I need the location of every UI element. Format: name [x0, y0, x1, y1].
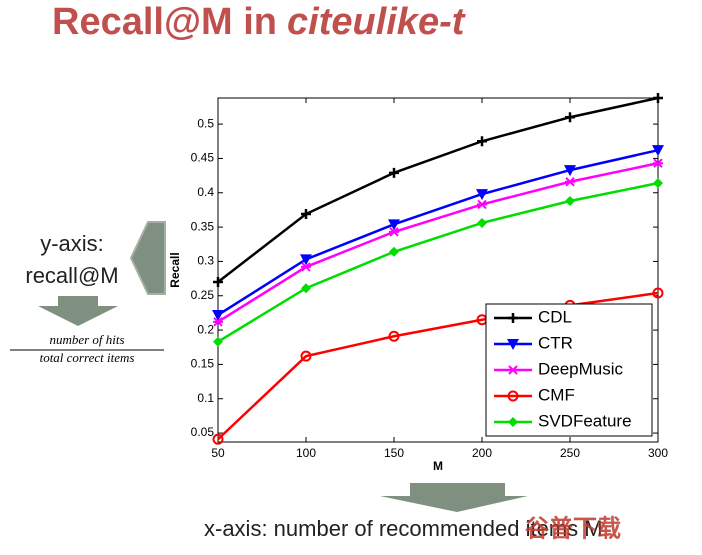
marker [389, 227, 399, 237]
y-tick-label: 0.05 [191, 425, 215, 439]
legend-label: CTR [538, 333, 573, 352]
x-tick-label: 50 [211, 446, 225, 460]
plot: 0.05 0.1 0.15 0.2 0.25 0.3 0.35 0.4 0.45 0.5 50 100… [168, 93, 668, 473]
marker [507, 390, 519, 402]
marker [653, 178, 663, 189]
legend-label: CDL [538, 307, 572, 326]
series-line [217, 181, 659, 343]
x-tick-label: 150 [384, 446, 404, 460]
x-axis-label: M [433, 459, 443, 473]
fraction-denominator: total correct items [40, 350, 135, 365]
marker [300, 350, 312, 362]
series-line [217, 96, 659, 284]
y-tick-label: 0.1 [197, 391, 214, 405]
marker [300, 254, 312, 266]
marker [389, 246, 399, 257]
marker [213, 277, 223, 288]
marker [213, 317, 223, 327]
marker [301, 262, 311, 272]
y-tick-label: 0.25 [191, 288, 215, 302]
y-tick-label: 0.35 [191, 219, 215, 233]
marker [653, 158, 663, 168]
title-text: Recall@M in [52, 1, 277, 43]
marker [212, 433, 224, 445]
marker [388, 219, 400, 231]
y-axis-note: recall@M [25, 263, 118, 288]
y-axis-note: y-axis: [40, 231, 104, 256]
marker [477, 199, 487, 210]
marker [389, 167, 399, 178]
marker [564, 165, 576, 177]
down-arrow [38, 296, 118, 326]
legend-box [485, 303, 653, 437]
series-line [217, 291, 659, 441]
marker [652, 145, 664, 157]
y-tick-label: 0.5 [197, 116, 214, 130]
y-tick-label: 0.15 [191, 357, 215, 371]
marker [388, 330, 400, 342]
left-arrow [129, 221, 166, 295]
down-arrow [380, 483, 528, 512]
y-tick-label: 0.2 [197, 322, 214, 336]
marker [477, 136, 487, 147]
marker [508, 313, 518, 323]
marker [212, 309, 224, 321]
fraction-numerator: number of hits [49, 332, 124, 347]
marker [653, 93, 663, 103]
series-line [217, 162, 659, 323]
watermark: 谷普下载 [525, 514, 621, 542]
marker [565, 195, 575, 206]
x-axis-note: x-axis: number of recommended items M [204, 516, 603, 541]
marker [477, 217, 487, 228]
x-tick-label: 300 [648, 446, 668, 460]
y-tick-label: 0.3 [197, 254, 214, 268]
marker [507, 339, 519, 350]
y-tick-label: 0.45 [191, 151, 215, 165]
series-line [217, 148, 659, 317]
legend-label: CMF [538, 385, 575, 404]
legend-label: SVDFeature [538, 411, 632, 430]
slide-title: Recall@M in citeulike-t [52, 1, 466, 43]
marker [213, 336, 223, 347]
x-tick-label: 100 [296, 446, 316, 460]
marker [301, 283, 311, 294]
y-axis-label: Recall [168, 252, 182, 287]
legend-label: DeepMusic [538, 359, 624, 378]
marker [565, 112, 575, 123]
marker [476, 189, 488, 201]
marker [301, 209, 311, 220]
marker [508, 365, 518, 375]
x-tick-label: 250 [560, 446, 580, 460]
x-tick-label: 200 [472, 446, 492, 460]
marker [565, 177, 575, 187]
title-emphasis: citeulike-t [287, 1, 466, 43]
marker [508, 417, 518, 427]
marker [652, 287, 664, 299]
y-tick-label: 0.4 [197, 185, 214, 199]
